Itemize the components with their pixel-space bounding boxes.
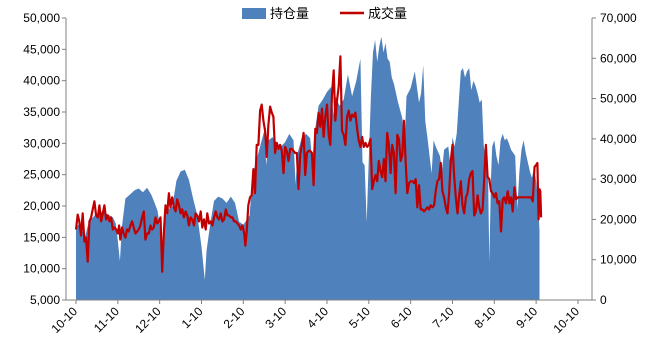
- right-tick-label: 10,000: [600, 253, 637, 267]
- left-tick-label: 25,000: [23, 168, 60, 182]
- left-tick-label: 10,000: [23, 262, 60, 276]
- left-tick-label: 40,000: [23, 74, 60, 88]
- open-interest-area: [76, 36, 540, 301]
- left-tick-label: 20,000: [23, 199, 60, 213]
- left-tick-label: 30,000: [23, 136, 60, 150]
- right-tick-label: 20,000: [600, 212, 637, 226]
- right-tick-label: 50,000: [600, 92, 637, 106]
- right-tick-label: 60,000: [600, 51, 637, 65]
- right-tick-label: 0: [600, 293, 607, 307]
- x-tick-label: 4-10: [304, 304, 331, 331]
- left-tick-label: 5,000: [30, 293, 60, 307]
- x-tick-label: 2-10: [221, 304, 248, 331]
- x-tick-label: 3-10: [262, 304, 289, 331]
- left-tick-label: 15,000: [23, 230, 60, 244]
- x-tick-label: 5-10: [346, 304, 373, 331]
- plot-area: [74, 36, 543, 301]
- x-tick-label: 10-10: [49, 304, 81, 336]
- right-tick-label: 70,000: [600, 11, 637, 25]
- right-tick-label: 40,000: [600, 132, 637, 146]
- left-tick-label: 50,000: [23, 11, 60, 25]
- right-tick-label: 30,000: [600, 172, 637, 186]
- x-tick-label: 10-10: [550, 304, 582, 336]
- legend-label-open-interest: 持仓量: [270, 7, 309, 22]
- x-tick-label: 1-10: [179, 304, 206, 331]
- legend: 持仓量 成交量: [242, 6, 407, 22]
- x-tick-label: 9-10: [513, 304, 540, 331]
- x-tick-label: 11-10: [91, 304, 122, 335]
- x-tick-label: 6-10: [388, 304, 415, 331]
- legend-area-swatch: [242, 8, 266, 19]
- x-tick-label: 7-10: [430, 304, 457, 331]
- volume-line: [74, 55, 543, 273]
- left-tick-label: 45,000: [23, 42, 60, 56]
- legend-label-volume: 成交量: [368, 6, 407, 22]
- x-tick-label: 8-10: [472, 304, 499, 331]
- axes: [65, 18, 593, 301]
- left-tick-label: 35,000: [23, 105, 60, 119]
- x-tick-label: 12-10: [132, 304, 164, 336]
